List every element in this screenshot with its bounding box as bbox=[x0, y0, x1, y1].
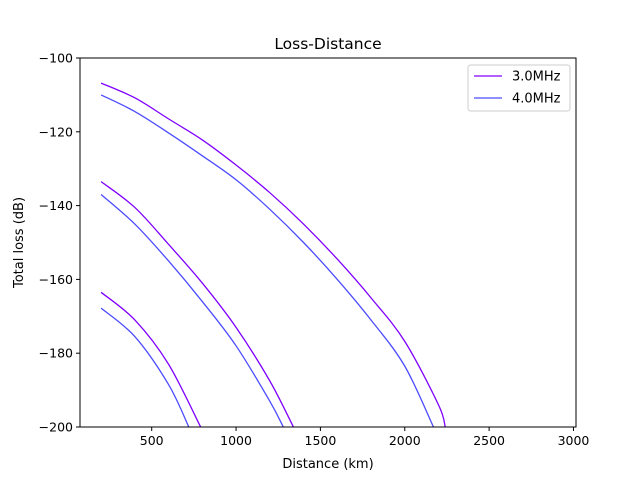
y-tick-label: −120 bbox=[39, 124, 73, 139]
plot-frame bbox=[79, 57, 577, 428]
series-line-2-curve-2 bbox=[100, 194, 284, 427]
y-tick-label: −160 bbox=[39, 272, 73, 287]
y-tick-label: −140 bbox=[39, 198, 73, 213]
chart-title: Loss-Distance bbox=[274, 35, 381, 53]
x-tick-label: 3000 bbox=[558, 433, 590, 448]
x-tick-label: 1500 bbox=[305, 433, 337, 448]
series-line-1-curve-2 bbox=[100, 181, 294, 427]
legend: 3.0MHz 4.0MHz bbox=[467, 64, 571, 112]
x-tick-label: 500 bbox=[140, 433, 164, 448]
legend-label-2: 4.0MHz bbox=[512, 92, 561, 107]
series-lines bbox=[100, 82, 446, 427]
x-tick-label: 1000 bbox=[220, 433, 252, 448]
y-tick-label: −200 bbox=[39, 420, 73, 435]
y-tick-label: −100 bbox=[39, 51, 73, 66]
y-axis-label: Total loss (dB) bbox=[12, 197, 27, 289]
y-tick-label: −180 bbox=[39, 346, 73, 361]
plot-content: 500 1000 1500 2000 2500 3000 −200 −180 −160 −140 −… bbox=[39, 51, 590, 449]
x-tick-label: 2500 bbox=[473, 433, 505, 448]
series-line-1-curve-1 bbox=[100, 82, 446, 427]
x-axis-label: Distance (km) bbox=[282, 457, 373, 472]
legend-label-1: 3.0MHz bbox=[512, 70, 561, 85]
series-line-2-curve-3 bbox=[100, 307, 190, 427]
series-line-1-curve-3 bbox=[100, 291, 202, 427]
x-tick-label: 2000 bbox=[389, 433, 421, 448]
series-line-2-curve-1 bbox=[100, 94, 435, 427]
